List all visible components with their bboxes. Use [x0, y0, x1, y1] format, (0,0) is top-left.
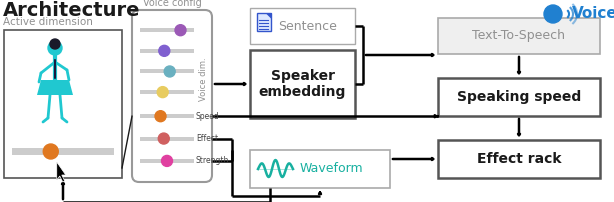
Text: Voice config: Voice config [142, 0, 201, 8]
Circle shape [155, 111, 166, 122]
Text: Speed: Speed [196, 112, 220, 121]
Circle shape [161, 155, 173, 166]
Circle shape [164, 66, 175, 77]
Polygon shape [56, 162, 66, 182]
Bar [140, 28, 194, 32]
Bar [250, 8, 355, 44]
Bar [140, 159, 194, 163]
Text: Voice: Voice [572, 6, 614, 21]
FancyBboxPatch shape [132, 10, 212, 182]
Bar [4, 30, 122, 178]
Text: Strength: Strength [196, 156, 230, 165]
Bar [12, 148, 114, 155]
Bar [438, 78, 600, 116]
Circle shape [544, 5, 562, 23]
Bar [140, 137, 194, 141]
Bar [250, 150, 390, 188]
Text: Voice dim.: Voice dim. [199, 57, 208, 101]
Text: Text-To-Speech: Text-To-Speech [473, 29, 565, 42]
Bar [438, 140, 600, 178]
Polygon shape [257, 13, 271, 31]
Circle shape [43, 144, 58, 159]
Bar [438, 18, 600, 54]
Circle shape [48, 41, 62, 55]
Circle shape [158, 133, 169, 144]
Polygon shape [266, 13, 271, 18]
Text: Waveform: Waveform [300, 162, 363, 176]
Bar [140, 90, 194, 94]
Text: Active dimension: Active dimension [3, 17, 93, 27]
Bar [140, 114, 194, 118]
Circle shape [175, 25, 186, 36]
Bar [140, 69, 194, 74]
Text: Speaking speed: Speaking speed [457, 90, 581, 104]
Circle shape [157, 87, 168, 98]
Bar [140, 49, 194, 53]
Text: Speaker
embedding: Speaker embedding [259, 69, 346, 99]
Text: Effect rack: Effect rack [476, 152, 561, 166]
Text: Architecture: Architecture [3, 1, 141, 20]
Circle shape [159, 45, 170, 56]
Text: Effect: Effect [196, 134, 218, 143]
Polygon shape [37, 80, 73, 95]
Text: Sentence: Sentence [278, 20, 337, 33]
Bar [250, 50, 355, 118]
Circle shape [50, 39, 60, 49]
